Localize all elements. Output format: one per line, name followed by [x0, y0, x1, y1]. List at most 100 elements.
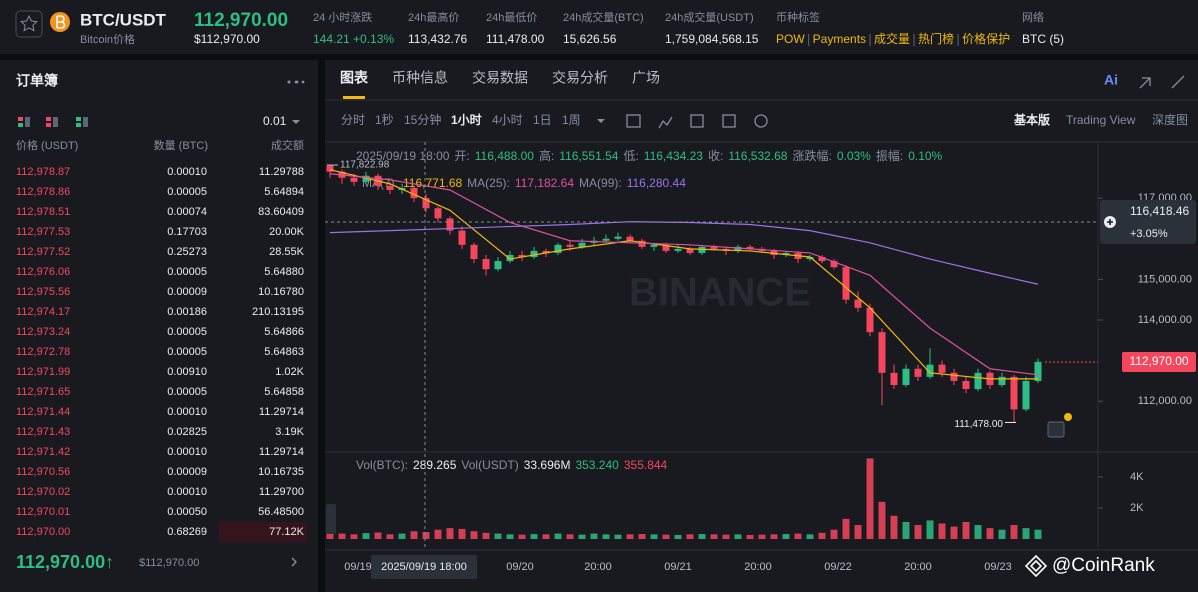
ask-price[interactable]: 112,971.43 [16, 426, 70, 438]
tag[interactable]: 成交量 [874, 31, 910, 46]
ask-price[interactable]: 112,978.51 [16, 206, 70, 218]
view-toggle[interactable] [76, 123, 81, 127]
view-toggle[interactable] [76, 117, 81, 121]
ask-price[interactable]: 112,970.01 [16, 506, 70, 518]
interval[interactable]: 1周 [562, 113, 581, 127]
ask-price[interactable]: 112,974.17 [16, 306, 70, 318]
ask-price[interactable]: 112,970.02 [16, 486, 70, 498]
volume-bar [554, 533, 562, 539]
precision-select[interactable]: 0.01 [263, 114, 287, 128]
ask-price[interactable]: 112,978.87 [16, 166, 70, 178]
ask-price[interactable]: 112,971.44 [16, 406, 70, 418]
ask-price[interactable]: 112,977.52 [16, 246, 70, 258]
icon[interactable] [626, 114, 641, 128]
candle-body [674, 248, 682, 251]
ask-price[interactable]: 112,970.56 [16, 466, 70, 478]
tab[interactable]: 广场 [632, 70, 660, 86]
crosshair-change: +3.05% [1130, 228, 1168, 240]
candle-body [830, 261, 838, 268]
alert-dot [1064, 413, 1072, 421]
x-tick-label: 09/20 [506, 561, 534, 573]
ask-price[interactable]: 112,976.06 [16, 266, 70, 278]
interval[interactable]: 分时 [341, 113, 365, 127]
volume-bar [806, 534, 814, 539]
view-toggle[interactable] [18, 117, 23, 121]
ask-amount: 0.00050 [167, 506, 207, 518]
candle-body [602, 238, 610, 241]
volume-bar [482, 532, 490, 539]
ask-price[interactable]: 112,975.56 [16, 286, 70, 298]
scroll-handle[interactable] [326, 504, 336, 534]
view-option[interactable]: Trading View [1066, 113, 1136, 127]
info-text: 涨跌幅: [792, 148, 831, 163]
tag[interactable]: 热门榜 [918, 31, 954, 46]
interval-caret[interactable] [597, 119, 605, 123]
more-dot[interactable] [287, 80, 291, 84]
view-option[interactable]: 深度图 [1152, 112, 1188, 127]
ai-button[interactable]: Ai [1104, 72, 1118, 88]
ask-amount: 0.00005 [167, 266, 207, 278]
ask-price[interactable]: 112,973.24 [16, 326, 70, 338]
more-dot[interactable] [301, 80, 305, 84]
ask-price[interactable]: 112,970.00 [16, 526, 70, 538]
volume-bar [506, 534, 514, 539]
view-toggle[interactable] [83, 117, 88, 127]
candle-body [566, 244, 574, 247]
tab[interactable]: 交易数据 [472, 70, 528, 86]
ask-amount: 0.00005 [167, 186, 207, 198]
tag[interactable]: 价格保护 [962, 31, 1010, 46]
volume-bar [614, 534, 622, 539]
icon[interactable] [754, 114, 768, 128]
more-dot[interactable] [294, 80, 298, 84]
tab[interactable]: 币种信息 [392, 70, 448, 86]
candle-body [818, 257, 826, 262]
volume-bar [518, 534, 526, 539]
volume-bar [866, 458, 874, 539]
candle-body [686, 248, 694, 253]
view-toggle[interactable] [18, 123, 23, 127]
tab[interactable]: 交易分析 [552, 70, 608, 86]
icon[interactable] [690, 114, 704, 128]
view-option[interactable]: 基本版 [1013, 112, 1050, 127]
column-header: 成交额 [271, 138, 304, 152]
y-tick-label: 114,000.00 [1138, 314, 1192, 326]
view-toggle[interactable] [53, 117, 58, 127]
watermark-logo: BINANCE [629, 271, 811, 315]
icon[interactable] [658, 116, 673, 129]
view-toggle[interactable] [25, 117, 30, 127]
event-icon[interactable] [1047, 421, 1065, 438]
pair-subtitle[interactable]: Bitcoin价格 [80, 32, 135, 46]
volume-bar [674, 534, 682, 539]
moving-average [329, 169, 1038, 380]
volume-bar [962, 521, 970, 539]
ask-price[interactable]: 112,972.78 [16, 346, 70, 358]
more-chevron[interactable] [291, 557, 297, 567]
tab[interactable]: 图表 [340, 70, 369, 86]
view-toggle[interactable] [46, 117, 51, 121]
interval[interactable]: 1秒 [375, 113, 394, 127]
candle-body [698, 246, 706, 253]
ask-total: 1.02K [275, 366, 304, 378]
info-text: 2025/09/19 18:00 [356, 149, 450, 163]
info-text: 33.696M [524, 458, 571, 472]
interval[interactable]: 1小时 [451, 112, 482, 127]
ask-total: 5.64863 [264, 346, 304, 358]
icon[interactable] [722, 114, 736, 128]
interval[interactable]: 1日 [533, 113, 552, 127]
view-toggle[interactable] [46, 123, 51, 127]
ask-price[interactable]: 112,971.99 [16, 366, 70, 378]
ask-amount: 0.17703 [167, 226, 207, 238]
tag[interactable]: Payments [813, 32, 866, 46]
interval[interactable]: 15分钟 [404, 112, 441, 127]
coin-glyph [56, 15, 66, 29]
icon[interactable] [1139, 75, 1185, 89]
info-text: 289.265 [413, 458, 457, 472]
tag[interactable]: POW [776, 32, 805, 46]
ask-price[interactable]: 112,971.65 [16, 386, 70, 398]
info-text: 高: [539, 148, 554, 163]
interval[interactable]: 4小时 [492, 113, 523, 127]
favorite-button[interactable] [15, 10, 43, 38]
ask-price[interactable]: 112,971.42 [16, 446, 70, 458]
ask-price[interactable]: 112,978.86 [16, 186, 70, 198]
ask-price[interactable]: 112,977.53 [16, 226, 70, 238]
